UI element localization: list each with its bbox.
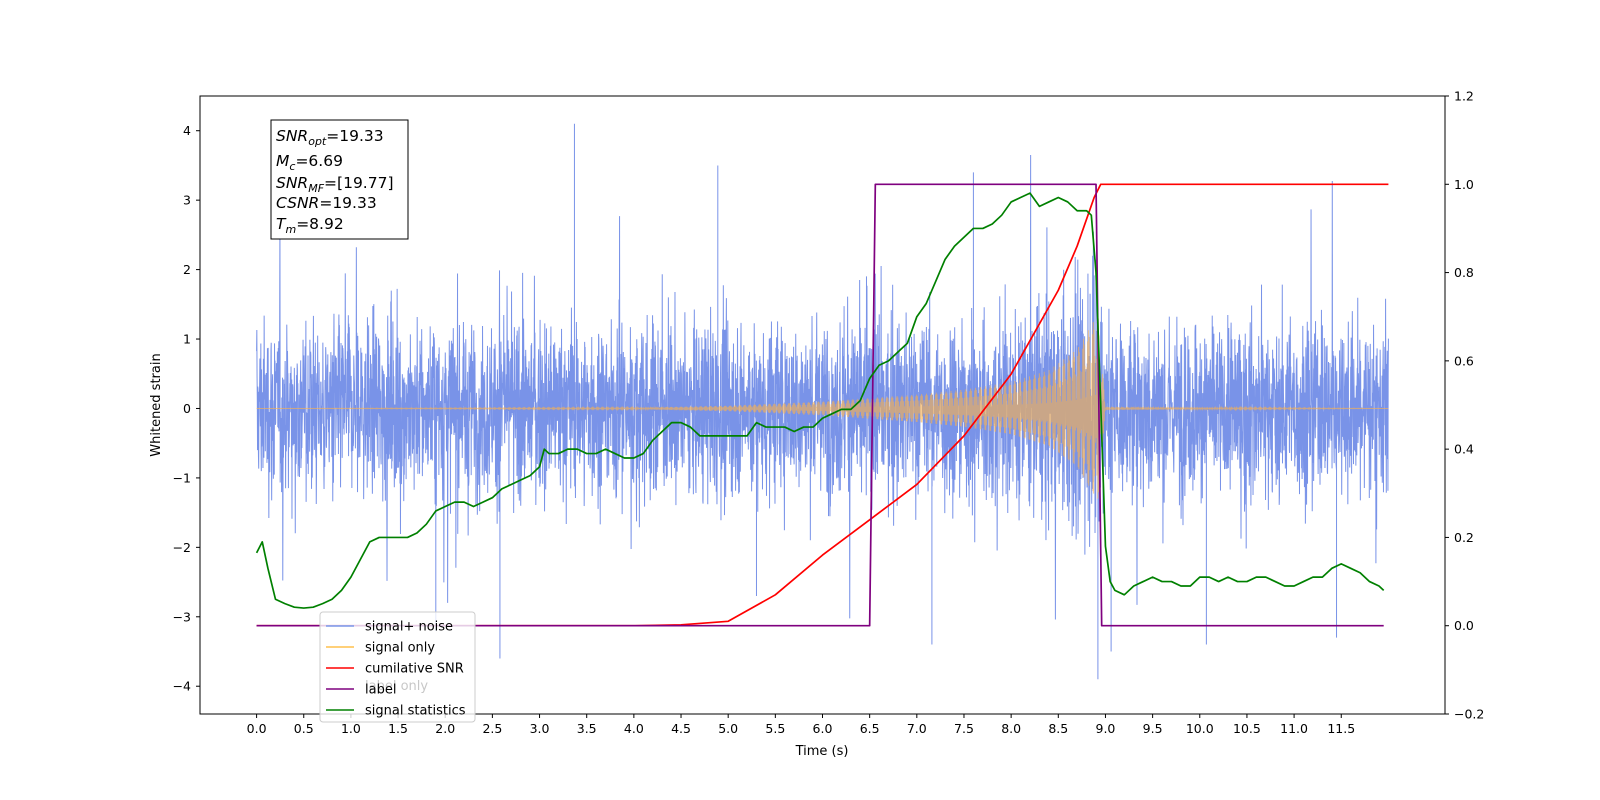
x-tick-label: 6.5 <box>860 721 880 736</box>
annotation-box: SNRopt=19.33 Mc=6.69 SNRMF=[19.77] CSNR=… <box>270 119 409 240</box>
y2-tick-label: 0.0 <box>1454 618 1474 633</box>
series-signal-only <box>256 318 1389 499</box>
x-tick-label: 4.0 <box>624 721 644 736</box>
annotation-tm: Tm=8.92 <box>276 215 344 236</box>
legend-label: signal only <box>365 641 435 656</box>
y2-tick-label: 0.4 <box>1454 442 1474 457</box>
legend-label: cumilative SNR <box>365 662 464 677</box>
legend-label: signal statistics <box>365 704 466 719</box>
series-signal-noise <box>256 123 1389 680</box>
x-axis-ticks: 0.0 0.5 1.0 1.5 2.0 2.5 3.0 3.5 4.0 4.5 5.0 5.5 6.0 6… <box>247 714 1355 736</box>
legend: label only signal+ noise signal only cumil… <box>319 611 476 723</box>
x-tick-label: 3.0 <box>530 721 550 736</box>
x-tick-label: 10.0 <box>1186 721 1214 736</box>
x-tick-label: 10.5 <box>1233 721 1261 736</box>
x-tick-label: 0.5 <box>294 721 314 736</box>
x-tick-label: 6.0 <box>813 721 833 736</box>
y2-tick-label: 0.6 <box>1454 353 1474 368</box>
legend-box <box>319 611 476 723</box>
series-label <box>256 183 1384 627</box>
y2-tick-label: 0.2 <box>1454 530 1474 545</box>
x-tick-label: 11.5 <box>1327 721 1355 736</box>
y2-tick-label: −0.2 <box>1454 707 1484 722</box>
y-axis-left-ticks: −4 −3 −2 −1 0 1 2 3 4 <box>173 123 200 694</box>
annotation-csnr: CSNR=19.33 <box>276 194 377 212</box>
legend-label: signal+ noise <box>365 620 453 635</box>
series-signal-statistics <box>255 192 1385 609</box>
y-tick-label: −1 <box>173 470 191 485</box>
series-cumulative-snr <box>256 183 1389 627</box>
y-tick-label: 0 <box>183 401 191 416</box>
x-tick-label: 8.5 <box>1048 721 1068 736</box>
x-tick-label: 2.5 <box>482 721 502 736</box>
x-tick-label: 11.0 <box>1280 721 1308 736</box>
y-axis-label: Whitened strain <box>149 353 164 456</box>
x-tick-label: 7.5 <box>954 721 974 736</box>
y2-tick-label: 1.0 <box>1454 177 1474 192</box>
annotation-snr-mf: SNRMF=[19.77] <box>276 174 394 195</box>
y-tick-label: 1 <box>183 332 191 347</box>
x-tick-label: 5.5 <box>765 721 785 736</box>
x-tick-label: 9.0 <box>1096 721 1116 736</box>
legend-entries: signal+ noise signal only cumilative SNR la… <box>326 620 466 719</box>
y-axis-right-ticks: −0.2 0.0 0.2 0.4 0.6 0.8 1.0 1.2 <box>1445 89 1484 722</box>
x-tick-label: 7.0 <box>907 721 927 736</box>
x-tick-label: 2.0 <box>435 721 455 736</box>
x-tick-label: 1.0 <box>341 721 361 736</box>
x-axis-label: Time (s) <box>795 744 849 759</box>
y-tick-label: 2 <box>183 262 191 277</box>
x-tick-label: 3.5 <box>577 721 597 736</box>
x-tick-label: 9.5 <box>1143 721 1163 736</box>
x-tick-label: 5.0 <box>718 721 738 736</box>
x-tick-label: 4.5 <box>671 721 691 736</box>
y-tick-label: 3 <box>183 193 191 208</box>
y2-tick-label: 0.8 <box>1454 265 1474 280</box>
y-tick-label: −2 <box>173 540 191 555</box>
annotation-mc: Mc=6.69 <box>276 152 343 173</box>
x-tick-label: 1.5 <box>388 721 408 736</box>
y-tick-label: −4 <box>173 679 191 694</box>
y-tick-label: −3 <box>173 609 191 624</box>
annotation-snr-opt: SNRopt=19.33 <box>276 127 384 148</box>
x-tick-label: 8.0 <box>1001 721 1021 736</box>
x-tick-label: 0.0 <box>247 721 267 736</box>
legend-label: label <box>365 683 396 698</box>
y-tick-label: 4 <box>183 123 191 138</box>
plot-series-layer <box>255 123 1389 680</box>
legend-ghost-text: label only <box>365 679 428 694</box>
y2-tick-label: 1.2 <box>1454 89 1474 104</box>
